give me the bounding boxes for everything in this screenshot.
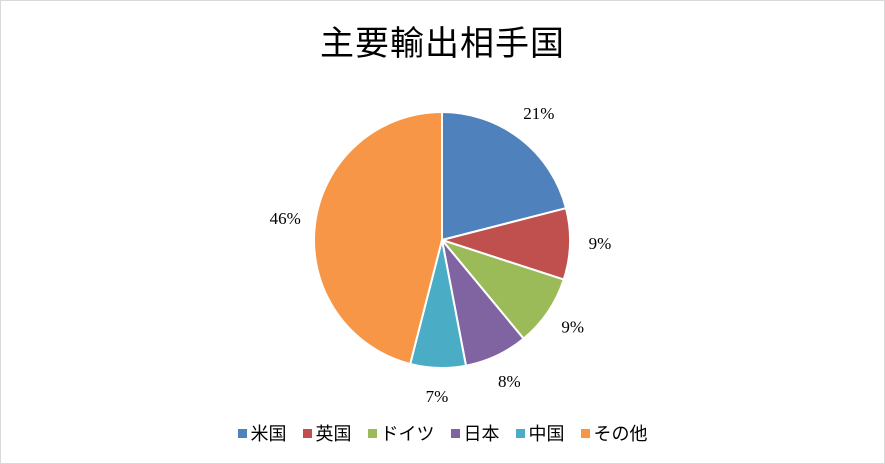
legend-label: 英国 <box>315 424 352 445</box>
pie-slice <box>313 110 443 366</box>
chart-legend: 米国 英国 ドイツ 日本 中国 その他 <box>0 420 885 446</box>
legend-swatch <box>580 428 590 438</box>
legend-label: ドイツ <box>380 424 435 445</box>
slice-data-label: 9% <box>589 234 612 253</box>
legend-swatch <box>302 428 312 438</box>
slice-data-label: 46% <box>270 209 301 228</box>
chart-title: 主要輸出相手国 <box>320 24 565 64</box>
legend-label: 米国 <box>250 424 287 445</box>
legend-swatch <box>515 428 525 438</box>
legend-item: 日本 <box>450 420 500 446</box>
legend-item: ドイツ <box>367 420 435 446</box>
legend-swatch <box>237 428 247 438</box>
slice-data-label: 9% <box>561 318 584 337</box>
legend-item: その他 <box>580 420 648 446</box>
legend-label: 日本 <box>463 424 500 445</box>
pie-slice <box>441 110 568 242</box>
slice-data-label: 21% <box>523 104 554 123</box>
legend-label: 中国 <box>528 424 565 445</box>
slice-data-label: 7% <box>426 387 449 406</box>
slice-data-label: 8% <box>498 372 521 391</box>
legend-item: 米国 <box>237 420 287 446</box>
legend-label: その他 <box>593 424 648 445</box>
legend-item: 英国 <box>302 420 352 446</box>
legend-swatch <box>367 428 377 438</box>
legend-swatch <box>450 428 460 438</box>
legend-item: 中国 <box>515 420 565 446</box>
